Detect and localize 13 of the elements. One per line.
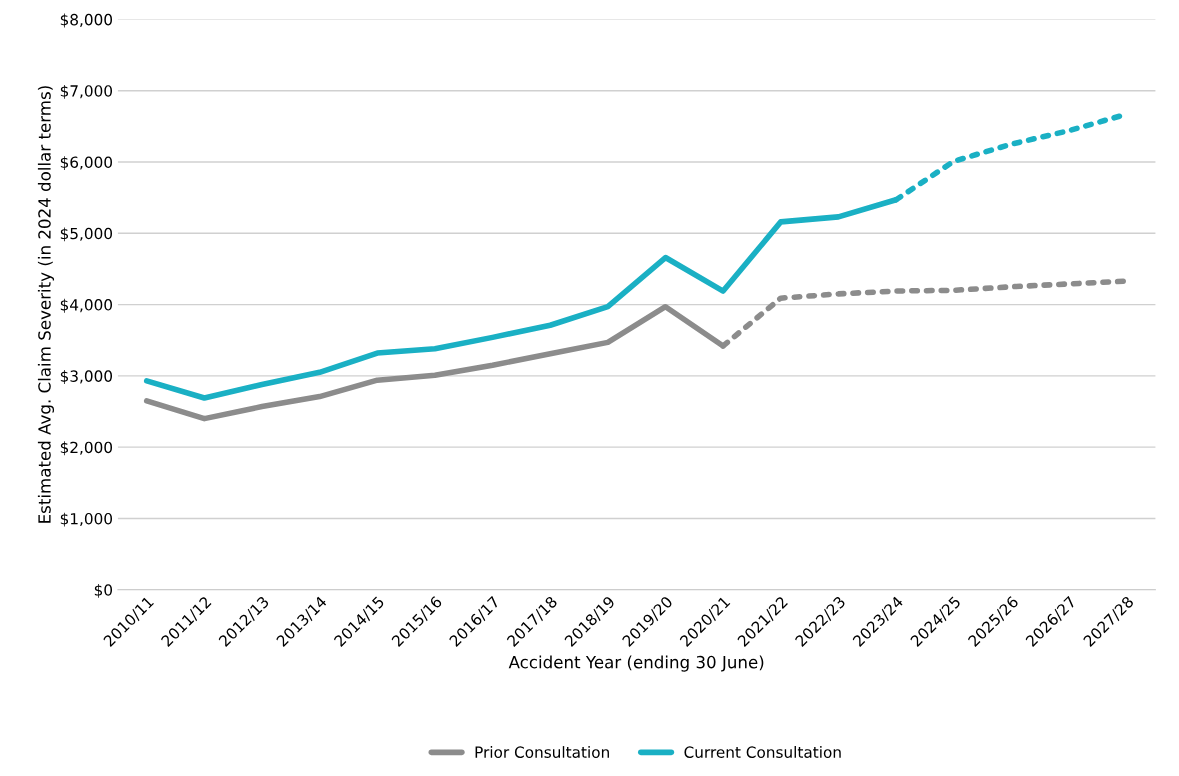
y-tick-label: $7,000: [60, 84, 113, 99]
x-axis-title: Accident Year (ending 30 June): [508, 655, 764, 672]
y-tick-label: $2,000: [60, 441, 113, 456]
y-tick-label: $8,000: [60, 13, 113, 28]
legend-label: Prior Consultation: [475, 746, 609, 758]
legend-label: Current Consultation: [684, 746, 841, 758]
y-tick-label: $1,000: [60, 512, 113, 527]
y-tick-label: $0: [94, 583, 113, 598]
y-tick-label: $6,000: [60, 156, 113, 171]
y-tick-label: $5,000: [60, 227, 113, 242]
y-tick-label: $3,000: [60, 370, 113, 384]
y-tick-label: $4,000: [60, 298, 113, 313]
y-axis-title: Estimated Avg. Claim Severity (in 2024 dollar terms): [37, 86, 55, 523]
